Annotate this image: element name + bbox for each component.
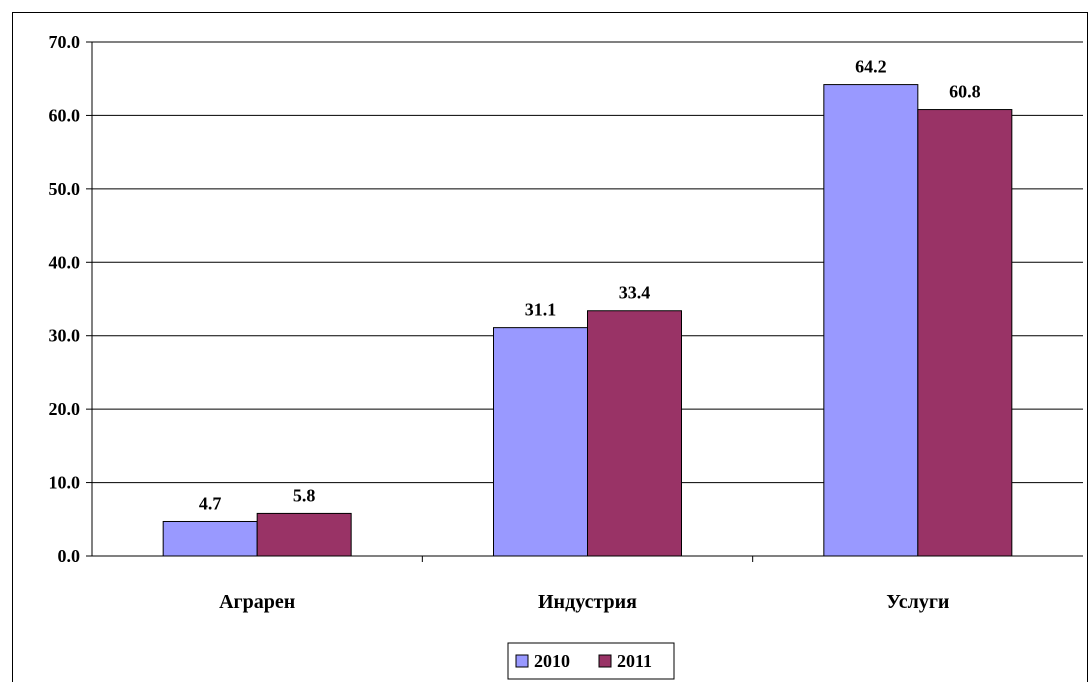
- bar-2010-2: [823, 84, 919, 557]
- data-label: 64.2: [855, 57, 887, 77]
- y-tick-label: 30.0: [49, 326, 81, 346]
- chart-frame: [12, 12, 1088, 682]
- data-label: 60.8: [949, 82, 981, 102]
- bar-2010-1: [493, 327, 588, 557]
- legend-label: 2010: [534, 651, 570, 671]
- bar-2011-0: [256, 512, 352, 557]
- legend-label: 2011: [617, 651, 652, 671]
- y-tick-label: 50.0: [49, 179, 81, 199]
- legend: 2010 2011: [507, 642, 675, 680]
- y-tick-label: 0.0: [58, 546, 81, 566]
- data-label: 5.8: [293, 485, 316, 505]
- data-label: 4.7: [199, 493, 222, 513]
- x-tick-label: Услуги: [886, 591, 949, 613]
- data-label: 33.4: [619, 283, 651, 303]
- y-tick-label: 20.0: [49, 399, 81, 419]
- bar-2011-1: [587, 310, 682, 557]
- x-tick-label: Индустрия: [538, 591, 637, 613]
- data-labels: 4.7 5.8 31.1 33.4 64.2 60.8: [199, 57, 981, 514]
- bar-2010-0: [162, 520, 258, 557]
- legend-box: [507, 642, 675, 680]
- y-tick-label: 40.0: [49, 252, 81, 272]
- y-tick-label: 70.0: [49, 32, 81, 52]
- legend-swatch-2011: [598, 654, 612, 668]
- bar-2011-2: [917, 109, 1013, 557]
- y-tick-label: 10.0: [49, 473, 81, 493]
- y-tick-label: 60.0: [49, 105, 81, 125]
- data-label: 31.1: [525, 300, 557, 320]
- legend-swatch-2010: [515, 654, 529, 668]
- bars: [162, 84, 1013, 557]
- x-tick-label: Аграрен: [219, 591, 295, 613]
